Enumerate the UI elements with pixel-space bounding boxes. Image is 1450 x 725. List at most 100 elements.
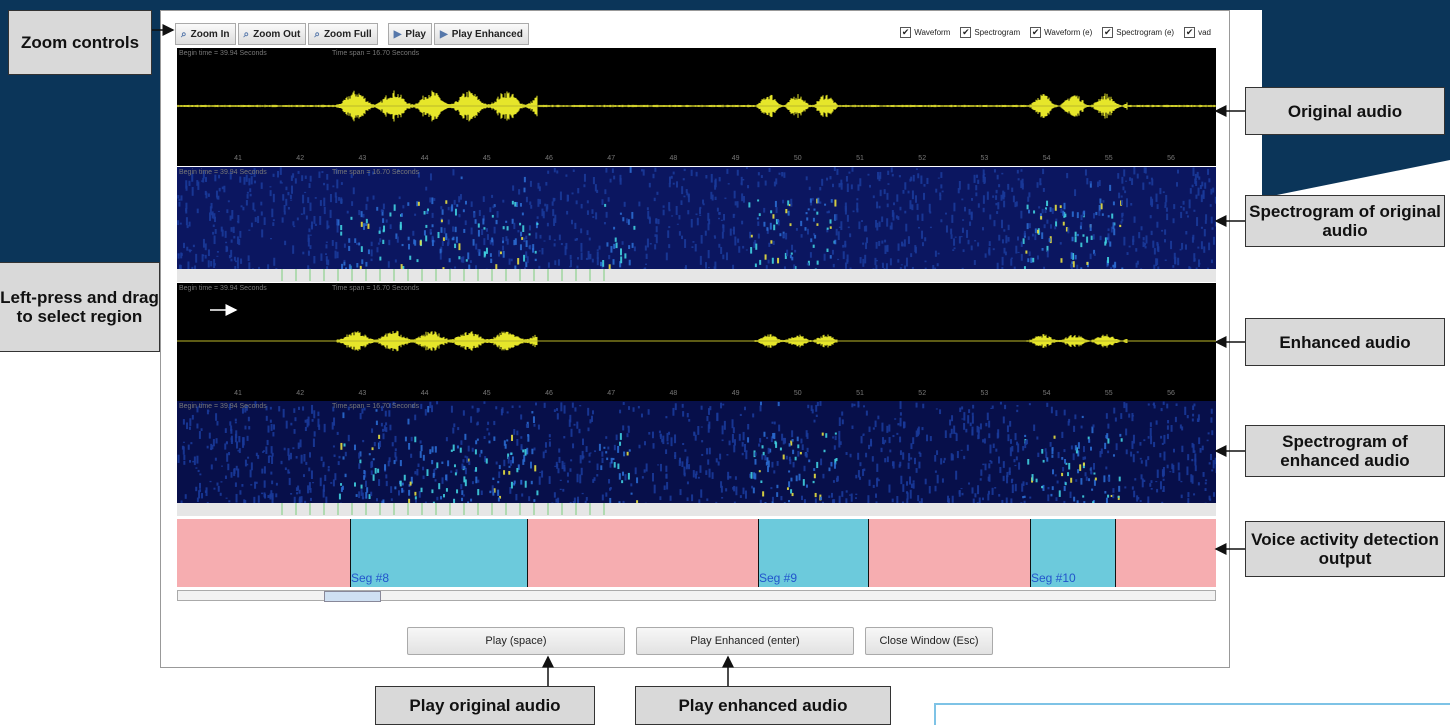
spectrogram-cell: [1128, 414, 1130, 418]
spectrogram-cell: [389, 212, 391, 216]
spectrogram-cell: [345, 474, 347, 477]
spectrogram-cell: [600, 262, 602, 266]
play-enhanced-button[interactable]: Play Enhanced (enter): [636, 627, 854, 655]
callout: Voice activity detection output: [1245, 521, 1445, 577]
spectrogram-cell: [649, 183, 651, 188]
scroll-thumb[interactable]: [324, 591, 381, 602]
spectrogram-cell: [830, 255, 832, 259]
spectrogram-cell: [1083, 211, 1085, 215]
spectrogram-cell: [549, 434, 551, 437]
spectrogram-cell: [390, 224, 392, 229]
spectrogram-cell: [977, 485, 979, 494]
spectrogram-cell: [409, 256, 411, 260]
spectrogram-cell: [902, 243, 904, 246]
time-label: 45: [483, 390, 491, 397]
time-label: 50: [794, 155, 802, 162]
spectrogram-cell: [270, 238, 272, 239]
spectrogram-cell: [792, 493, 794, 496]
close-button[interactable]: Close Window (Esc): [865, 627, 993, 655]
spectrogram-cell: [392, 442, 394, 446]
spectrogram-cell: [622, 217, 624, 221]
spectrogram-cell: [656, 226, 658, 232]
spectrogram-cell: [698, 477, 700, 479]
spectrogram-cell: [1129, 177, 1131, 181]
spectrogram-cell: [414, 492, 416, 496]
spectrogram-cell: [753, 488, 755, 494]
spectrogram-cell: [1056, 497, 1058, 501]
spectrogram-cell: [340, 232, 342, 236]
spectrogram-cell: [833, 480, 835, 483]
spectrogram-cell: [714, 185, 716, 189]
toolbar-button[interactable]: ▶Play: [388, 23, 432, 45]
spectrogram-cell: [547, 171, 549, 174]
spectrogram-cell: [1099, 180, 1101, 186]
spectrogram-cell: [1050, 442, 1052, 447]
spectrogram-cell: [187, 261, 189, 269]
toolbar-button[interactable]: ⌕Zoom Full: [308, 23, 377, 45]
spectrogram-cell: [799, 474, 801, 481]
spectrogram-cell: [326, 260, 328, 265]
spectrogram-cell: [1133, 167, 1135, 174]
spectrogram-cell: [263, 492, 265, 497]
spectrogram-cell: [445, 236, 447, 238]
spectrogram-cell: [526, 448, 528, 455]
scrollbar[interactable]: [177, 590, 1216, 601]
spectrogram-cell: [356, 494, 358, 497]
spectrogram-cell: [1055, 205, 1057, 211]
checkbox[interactable]: ✔Spectrogram: [960, 27, 1020, 38]
spectrogram-cell: [539, 235, 541, 239]
spectrogram-cell: [1120, 221, 1122, 224]
spectrogram-cell: [1022, 446, 1024, 451]
spectrogram-cell: [435, 479, 437, 481]
spectrogram-cell: [1193, 210, 1195, 212]
spectrogram-cell: [998, 235, 1000, 241]
spectrogram-cell: [1173, 204, 1175, 209]
spectrogram-cell: [968, 482, 970, 484]
spectrogram-cell: [301, 496, 303, 503]
spectrogram-cell: [768, 243, 770, 247]
spectrogram-cell: [1146, 176, 1148, 179]
spectrogram-cell: [869, 427, 871, 433]
toolbar-button[interactable]: ▶Play Enhanced: [434, 23, 529, 45]
spectrogram-cell: [674, 455, 676, 457]
spectrogram-cell: [557, 413, 559, 419]
spectrogram-cell: [333, 445, 335, 447]
spectrogram-cell: [420, 404, 422, 409]
spectrogram-cell: [311, 225, 313, 228]
spectrogram-cell: [458, 196, 460, 202]
spectrogram-cell: [1212, 227, 1214, 229]
checkbox[interactable]: ✔Waveform (e): [1030, 27, 1092, 38]
spectrogram-cell: [857, 401, 859, 407]
spectrogram-cell: [900, 450, 902, 455]
checkbox[interactable]: ✔Waveform: [900, 27, 950, 38]
spectrogram-cell: [506, 439, 508, 441]
spectrogram-cell: [923, 193, 925, 200]
spectrogram-cell: [1159, 188, 1161, 194]
toolbar-button[interactable]: ⌕Zoom In: [175, 23, 236, 45]
checkbox[interactable]: ✔vad: [1184, 27, 1211, 38]
spectrogram-cell: [992, 195, 994, 197]
spectrogram-cell: [937, 475, 939, 484]
spectrogram-cell: [1145, 167, 1147, 173]
checkbox[interactable]: ✔Spectrogram (e): [1102, 27, 1174, 38]
spectrogram-cell: [624, 474, 626, 480]
spectrogram-cell: [667, 230, 669, 238]
spectrogram-cell: [470, 416, 472, 423]
toolbar-button[interactable]: ⌕Zoom Out: [238, 23, 307, 45]
spectrogram-cell: [301, 175, 303, 181]
spectrogram-cell: [286, 421, 288, 429]
spectrogram-cell: [997, 202, 999, 209]
spectrogram-cell: [497, 481, 499, 483]
spectrogram-cell: [813, 245, 815, 248]
button-label: Play Enhanced: [452, 29, 523, 40]
spectrogram-cell: [886, 426, 888, 433]
spectrogram-cell: [1211, 217, 1213, 224]
spectrogram-cell: [659, 431, 661, 434]
spectrogram-cell: [908, 236, 910, 244]
spectrogram-cell: [902, 452, 904, 459]
play-button[interactable]: Play (space): [407, 627, 625, 655]
spectrogram-cell: [875, 421, 877, 428]
spectrogram-cell: [562, 461, 564, 469]
spectrogram-cell: [367, 224, 369, 229]
spectrogram-cell: [1046, 457, 1048, 461]
